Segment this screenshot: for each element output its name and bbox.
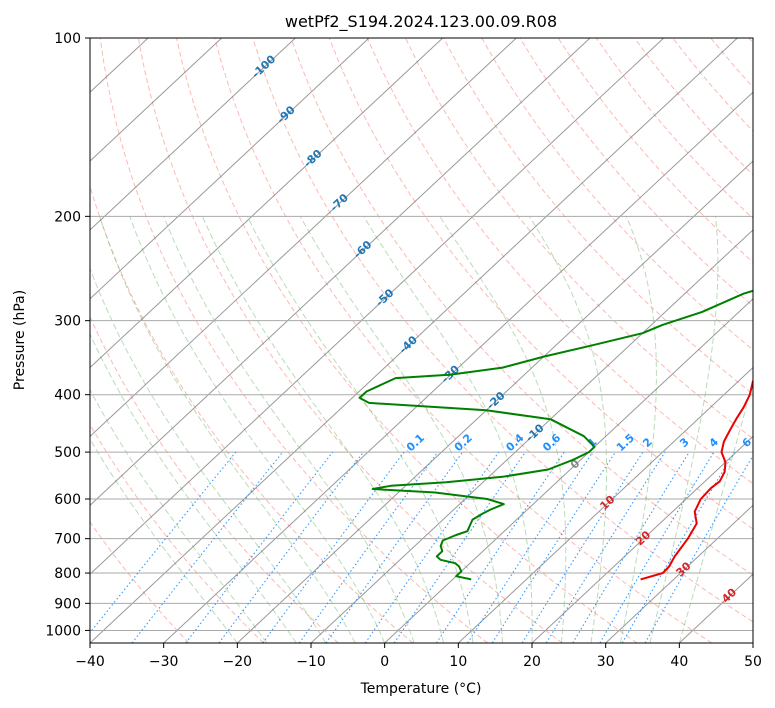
moist-adiabat [90,267,327,643]
mixing-ratio-line [435,451,565,643]
dry-adiabat [90,423,264,643]
isotherm-line [90,38,223,162]
mixing-ratio-line [521,451,644,643]
moist-adiabat [649,216,719,643]
x-tick-label: 20 [523,654,541,670]
x-axis-label: Temperature (°C) [360,681,482,697]
x-tick-label: −10 [296,654,326,670]
dry-adiabat [90,315,339,643]
mixing-ratio-line [364,451,500,643]
y-tick-label: 800 [54,566,81,582]
mixing-ratio-line [325,451,464,643]
mixing-ratio-line [218,451,364,643]
temperature-profile [640,379,753,581]
moist-adiabat [201,216,445,643]
dry-adiabat [137,38,563,643]
moist-adiabat [619,216,657,643]
mixing-ratio-line [467,451,594,643]
isotherm-line [90,38,370,300]
plot-frame [89,37,754,644]
mixing-ratio-line [393,451,526,643]
moist-adiabat [129,216,386,643]
isotherm-line [752,642,753,643]
dewpoint-profile [358,289,753,581]
mixing-ratio-line [545,451,666,643]
x-tick-label: 30 [597,654,615,670]
y-axis-label: Pressure (hPa) [12,290,28,390]
isotherm-line [90,38,591,506]
moist-adiabat [439,216,567,643]
dry-adiabat [519,38,753,307]
isotherm-line [90,38,738,643]
moist-adiabat [90,388,268,643]
isotherm-line [310,229,753,643]
dry-adiabat [405,38,753,440]
x-tick-label: −40 [75,654,105,670]
x-tick-label: 10 [449,654,467,670]
dry-adiabat [290,38,753,576]
isotherm-line [531,435,753,643]
moist-adiabat [678,379,753,643]
isotherm-line [163,91,753,643]
isotherm-line [457,366,753,643]
isotherm-line [90,38,444,369]
x-tick-label: 40 [670,654,688,670]
dry-adiabat [99,38,488,643]
y-tick-label: 1000 [45,623,81,639]
mixing-ratio-line [298,451,439,643]
moist-adiabat [299,216,503,643]
y-tick-label: 500 [54,445,81,461]
x-tick-label: −30 [149,654,179,670]
dry-adiabat [252,38,753,623]
moist-adiabat [363,216,533,643]
moist-adiabat [246,216,474,643]
y-tick-label: 100 [54,31,81,47]
y-tick-label: 400 [54,388,81,404]
mixing-ratio-label: 8 [769,435,775,450]
x-tick-label: 0 [380,654,389,670]
moist-adiabat [528,216,608,643]
x-tick-label: −20 [223,654,253,670]
y-tick-label: 900 [54,596,81,612]
mixing-ratio-line [572,451,690,643]
y-tick-label: 600 [54,492,81,508]
mixing-ratio-line [491,451,616,643]
y-tick-label: 300 [54,314,81,330]
mixing-ratio-line [262,451,405,643]
isotherm-line [384,298,753,643]
moist-adiabat [163,216,415,643]
isotherm-line [605,504,753,643]
isotherm-line [90,38,517,438]
isotherm-line [90,38,665,575]
mixing-ratio-line [90,451,237,634]
isotherm-line [90,38,296,231]
axis-ticks: −40 −30 −20 −10 0 10 20 30 40 50 100 200 300 400 500 60… [45,31,762,670]
moist-adiabat [90,438,238,643]
moist-adiabat [90,332,297,643]
x-tick-label: 50 [744,654,762,670]
background-lines [0,38,753,643]
y-tick-label: 700 [54,532,81,548]
chart-title: wetPf2_S194.2024.123.00.09.R08 [285,12,557,32]
dry-adiabat [481,38,753,351]
sounding-profiles [358,289,753,581]
isotherm-line [0,38,1,643]
dry-adiabat [176,38,638,643]
isotherm-line [236,160,753,643]
dry-adiabat [90,521,190,643]
y-tick-label: 200 [54,209,81,225]
